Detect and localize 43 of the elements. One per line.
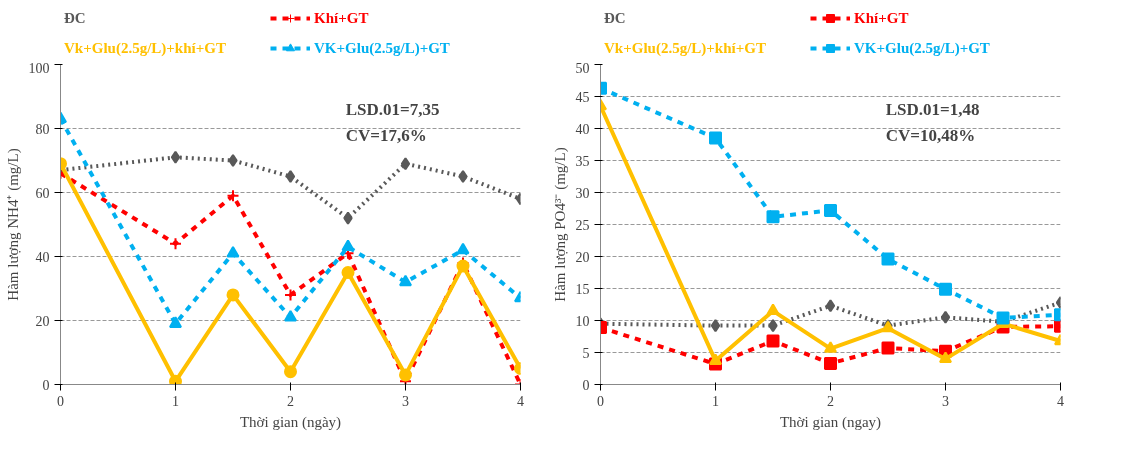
legend-label: Khí+GT <box>854 9 909 27</box>
annotation: LSD.01=7,35 <box>345 99 440 119</box>
x-tick-label: 0 <box>57 393 64 409</box>
y-axis-title: Hàm lượng NH4⁺ (mg/L) <box>4 148 22 301</box>
legend-label: VK+Glu(2.5g/L)+GT <box>314 39 450 57</box>
y-axis-title: Hàm lượng PO4³⁻ (mg/L) <box>551 147 569 302</box>
y-tick-label: 0 <box>582 377 590 393</box>
x-tick-label: 2 <box>287 393 294 409</box>
x-tick-label: 4 <box>1057 393 1064 409</box>
y-tick-label: 45 <box>575 89 590 105</box>
x-tick-label: 0 <box>597 393 604 409</box>
legend-label: VK+Glu(2.5g/L)+GT <box>854 39 990 57</box>
x-tick-label: 2 <box>827 393 834 409</box>
y-tick-label: 40 <box>35 249 50 265</box>
text: ĐC <box>64 9 86 27</box>
x-tick-label: 4 <box>517 393 524 409</box>
x-tick-label: 1 <box>712 393 719 409</box>
text: ĐC <box>604 9 626 27</box>
y-tick-label: 10 <box>575 313 590 329</box>
y-tick-label: 60 <box>35 185 50 201</box>
legend-label: Khí+GT <box>314 9 369 27</box>
y-tick-label: 0 <box>42 377 50 393</box>
y-tick-label: 25 <box>575 217 590 233</box>
y-tick-label: 80 <box>35 121 50 137</box>
x-tick-label: 3 <box>402 393 409 409</box>
y-tick-label: 100 <box>28 60 50 76</box>
y-tick-label: 30 <box>575 185 590 201</box>
text: Vk+Glu(2.5g/L)+khí+GT <box>64 39 226 57</box>
y-tick-label: 35 <box>575 153 590 169</box>
y-tick-label: 20 <box>35 313 50 329</box>
y-tick-label: 50 <box>575 60 590 76</box>
text: Vk+Glu(2.5g/L)+khí+GT <box>604 39 766 57</box>
annotation: CV=10,48% <box>885 125 976 145</box>
x-axis-title: Thời gian (ngay) <box>779 413 882 431</box>
y-tick-label: 40 <box>575 121 590 137</box>
annotation: CV=17,6% <box>345 125 427 145</box>
y-tick-label: 5 <box>582 345 590 361</box>
x-axis-title: Thời gian (ngày) <box>239 413 342 431</box>
x-tick-label: 3 <box>942 393 949 409</box>
x-tick-label: 1 <box>172 393 179 409</box>
y-tick-label: 20 <box>575 249 590 265</box>
y-tick-label: 15 <box>575 281 590 297</box>
annotation: LSD.01=1,48 <box>885 99 980 119</box>
